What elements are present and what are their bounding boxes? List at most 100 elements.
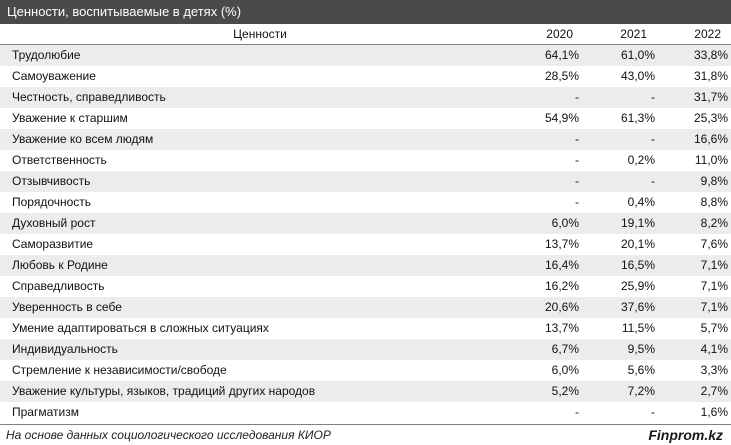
cell-2020: - [575, 153, 579, 167]
table-row: Порядочность - 0,4% 8,8% [0, 192, 731, 213]
cell-2020: 16,4% [544, 258, 579, 272]
cell-2022: 7,6% [700, 237, 728, 251]
cell-2021: 37,6% [620, 300, 655, 314]
table-row: Уверенность в себе 20,6% 37,6% 7,1% [0, 297, 731, 318]
table-row: Умение адаптироваться в сложных ситуация… [0, 318, 731, 339]
table-row: Отзывчивость - - 9,8% [0, 171, 731, 192]
table-row: Индивидуальность 6,7% 9,5% 4,1% [0, 339, 731, 360]
cell-2020: - [575, 405, 579, 419]
table-title: Ценности, воспитываемые в детях (%) [0, 0, 731, 24]
table-row: Любовь к Родине 16,4% 16,5% 7,1% [0, 255, 731, 276]
cell-2021: 61,3% [620, 111, 655, 125]
cell-2022: 8,2% [700, 216, 728, 230]
cell-2022: 1,6% [700, 405, 728, 419]
cell-2022: 25,3% [693, 111, 728, 125]
cell-2020: 6,7% [551, 342, 579, 356]
table-row: Трудолюбие 64,1% 61,0% 33,8% [0, 45, 731, 66]
cell-2020: 5,2% [551, 384, 579, 398]
cell-value-name: Уважение культуры, языков, традиций друг… [12, 384, 316, 398]
cell-2021: - [651, 174, 655, 188]
cell-2022: 2,7% [700, 384, 728, 398]
cell-2021: - [651, 90, 655, 104]
table-row: Саморазвитие 13,7% 20,1% 7,6% [0, 234, 731, 255]
cell-2021: 43,0% [620, 69, 655, 83]
table-row: Уважение ко всем людям - - 16,6% [0, 129, 731, 150]
cell-value-name: Трудолюбие [12, 48, 81, 62]
cell-value-name: Самоуважение [12, 69, 96, 83]
table-row: Честность, справедливость - - 31,7% [0, 87, 731, 108]
cell-2020: 6,0% [551, 363, 579, 377]
cell-2022: 7,1% [700, 300, 728, 314]
cell-value-name: Стремление к независимости/свободе [12, 363, 227, 377]
cell-2020: 16,2% [544, 279, 579, 293]
cell-2020: 13,7% [544, 237, 579, 251]
cell-value-name: Уверенность в себе [12, 300, 122, 314]
cell-2022: 16,6% [693, 132, 728, 146]
cell-value-name: Любовь к Родине [12, 258, 108, 272]
cell-2020: 20,6% [544, 300, 579, 314]
table-body: Трудолюбие 64,1% 61,0% 33,8% Самоуважение 28,… [0, 45, 731, 423]
cell-2021: 0,2% [627, 153, 655, 167]
cell-2020: 6,0% [551, 216, 579, 230]
cell-2021: 61,0% [620, 48, 655, 62]
brand-logo-text: Finprom.kz [648, 427, 723, 443]
cell-2022: 8,8% [700, 195, 728, 209]
table-header-row: Ценности 2020 2021 2022 [0, 24, 731, 45]
cell-2021: - [651, 132, 655, 146]
cell-2022: 7,1% [700, 279, 728, 293]
cell-2020: - [575, 174, 579, 188]
column-header-2021: 2021 [620, 27, 647, 41]
cell-2020: - [575, 90, 579, 104]
column-header-values: Ценности [233, 27, 287, 41]
cell-2022: 7,1% [700, 258, 728, 272]
table-row: Ответственность - 0,2% 11,0% [0, 150, 731, 171]
cell-2021: 16,5% [620, 258, 655, 272]
cell-value-name: Духовный рост [12, 216, 96, 230]
cell-value-name: Порядочность [12, 195, 92, 209]
table-row: Прагматизм - - 1,6% [0, 402, 731, 423]
table-row: Духовный рост 6,0% 19,1% 8,2% [0, 213, 731, 234]
cell-value-name: Саморазвитие [12, 237, 94, 251]
source-note: На основе данных социологического исслед… [6, 428, 331, 442]
cell-2022: 33,8% [693, 48, 728, 62]
table-row: Самоуважение 28,5% 43,0% 31,8% [0, 66, 731, 87]
cell-2022: 11,0% [694, 153, 728, 167]
cell-value-name: Отзывчивость [12, 174, 91, 188]
cell-2021: 25,9% [620, 279, 655, 293]
cell-value-name: Индивидуальность [12, 342, 118, 356]
table-row: Уважение к старшим 54,9% 61,3% 25,3% [0, 108, 731, 129]
column-header-2022: 2022 [694, 27, 721, 41]
cell-2022: 31,8% [693, 69, 728, 83]
cell-2021: 9,5% [627, 342, 655, 356]
cell-2022: 5,7% [700, 321, 728, 335]
cell-2020: 54,9% [544, 111, 579, 125]
table-footer: На основе данных социологического исслед… [0, 424, 731, 445]
column-header-2020: 2020 [546, 27, 573, 41]
table-row: Уважение культуры, языков, традиций друг… [0, 381, 731, 402]
cell-2021: - [651, 405, 655, 419]
cell-2022: 31,7% [693, 90, 728, 104]
cell-2022: 3,3% [700, 363, 728, 377]
cell-2020: 13,7% [544, 321, 579, 335]
cell-value-name: Честность, справедливость [12, 90, 166, 104]
cell-value-name: Уважение к старшим [12, 111, 128, 125]
table-row: Справедливость 16,2% 25,9% 7,1% [0, 276, 731, 297]
cell-2020: - [575, 132, 579, 146]
cell-2021: 5,6% [627, 363, 655, 377]
cell-value-name: Умение адаптироваться в сложных ситуация… [12, 321, 269, 335]
cell-value-name: Ответственность [12, 153, 107, 167]
cell-2022: 9,8% [700, 174, 728, 188]
cell-value-name: Уважение ко всем людям [12, 132, 154, 146]
table-row: Стремление к независимости/свободе 6,0% 5,… [0, 360, 731, 381]
cell-2021: 0,4% [627, 195, 655, 209]
cell-2020: 28,5% [544, 69, 579, 83]
cell-value-name: Справедливость [12, 279, 105, 293]
cell-2021: 20,1% [620, 237, 655, 251]
cell-2020: - [575, 195, 579, 209]
cell-2022: 4,1% [700, 342, 728, 356]
cell-2021: 19,1% [620, 216, 655, 230]
cell-value-name: Прагматизм [12, 405, 79, 419]
cell-2020: 64,1% [544, 48, 579, 62]
cell-2021: 11,5% [621, 321, 655, 335]
